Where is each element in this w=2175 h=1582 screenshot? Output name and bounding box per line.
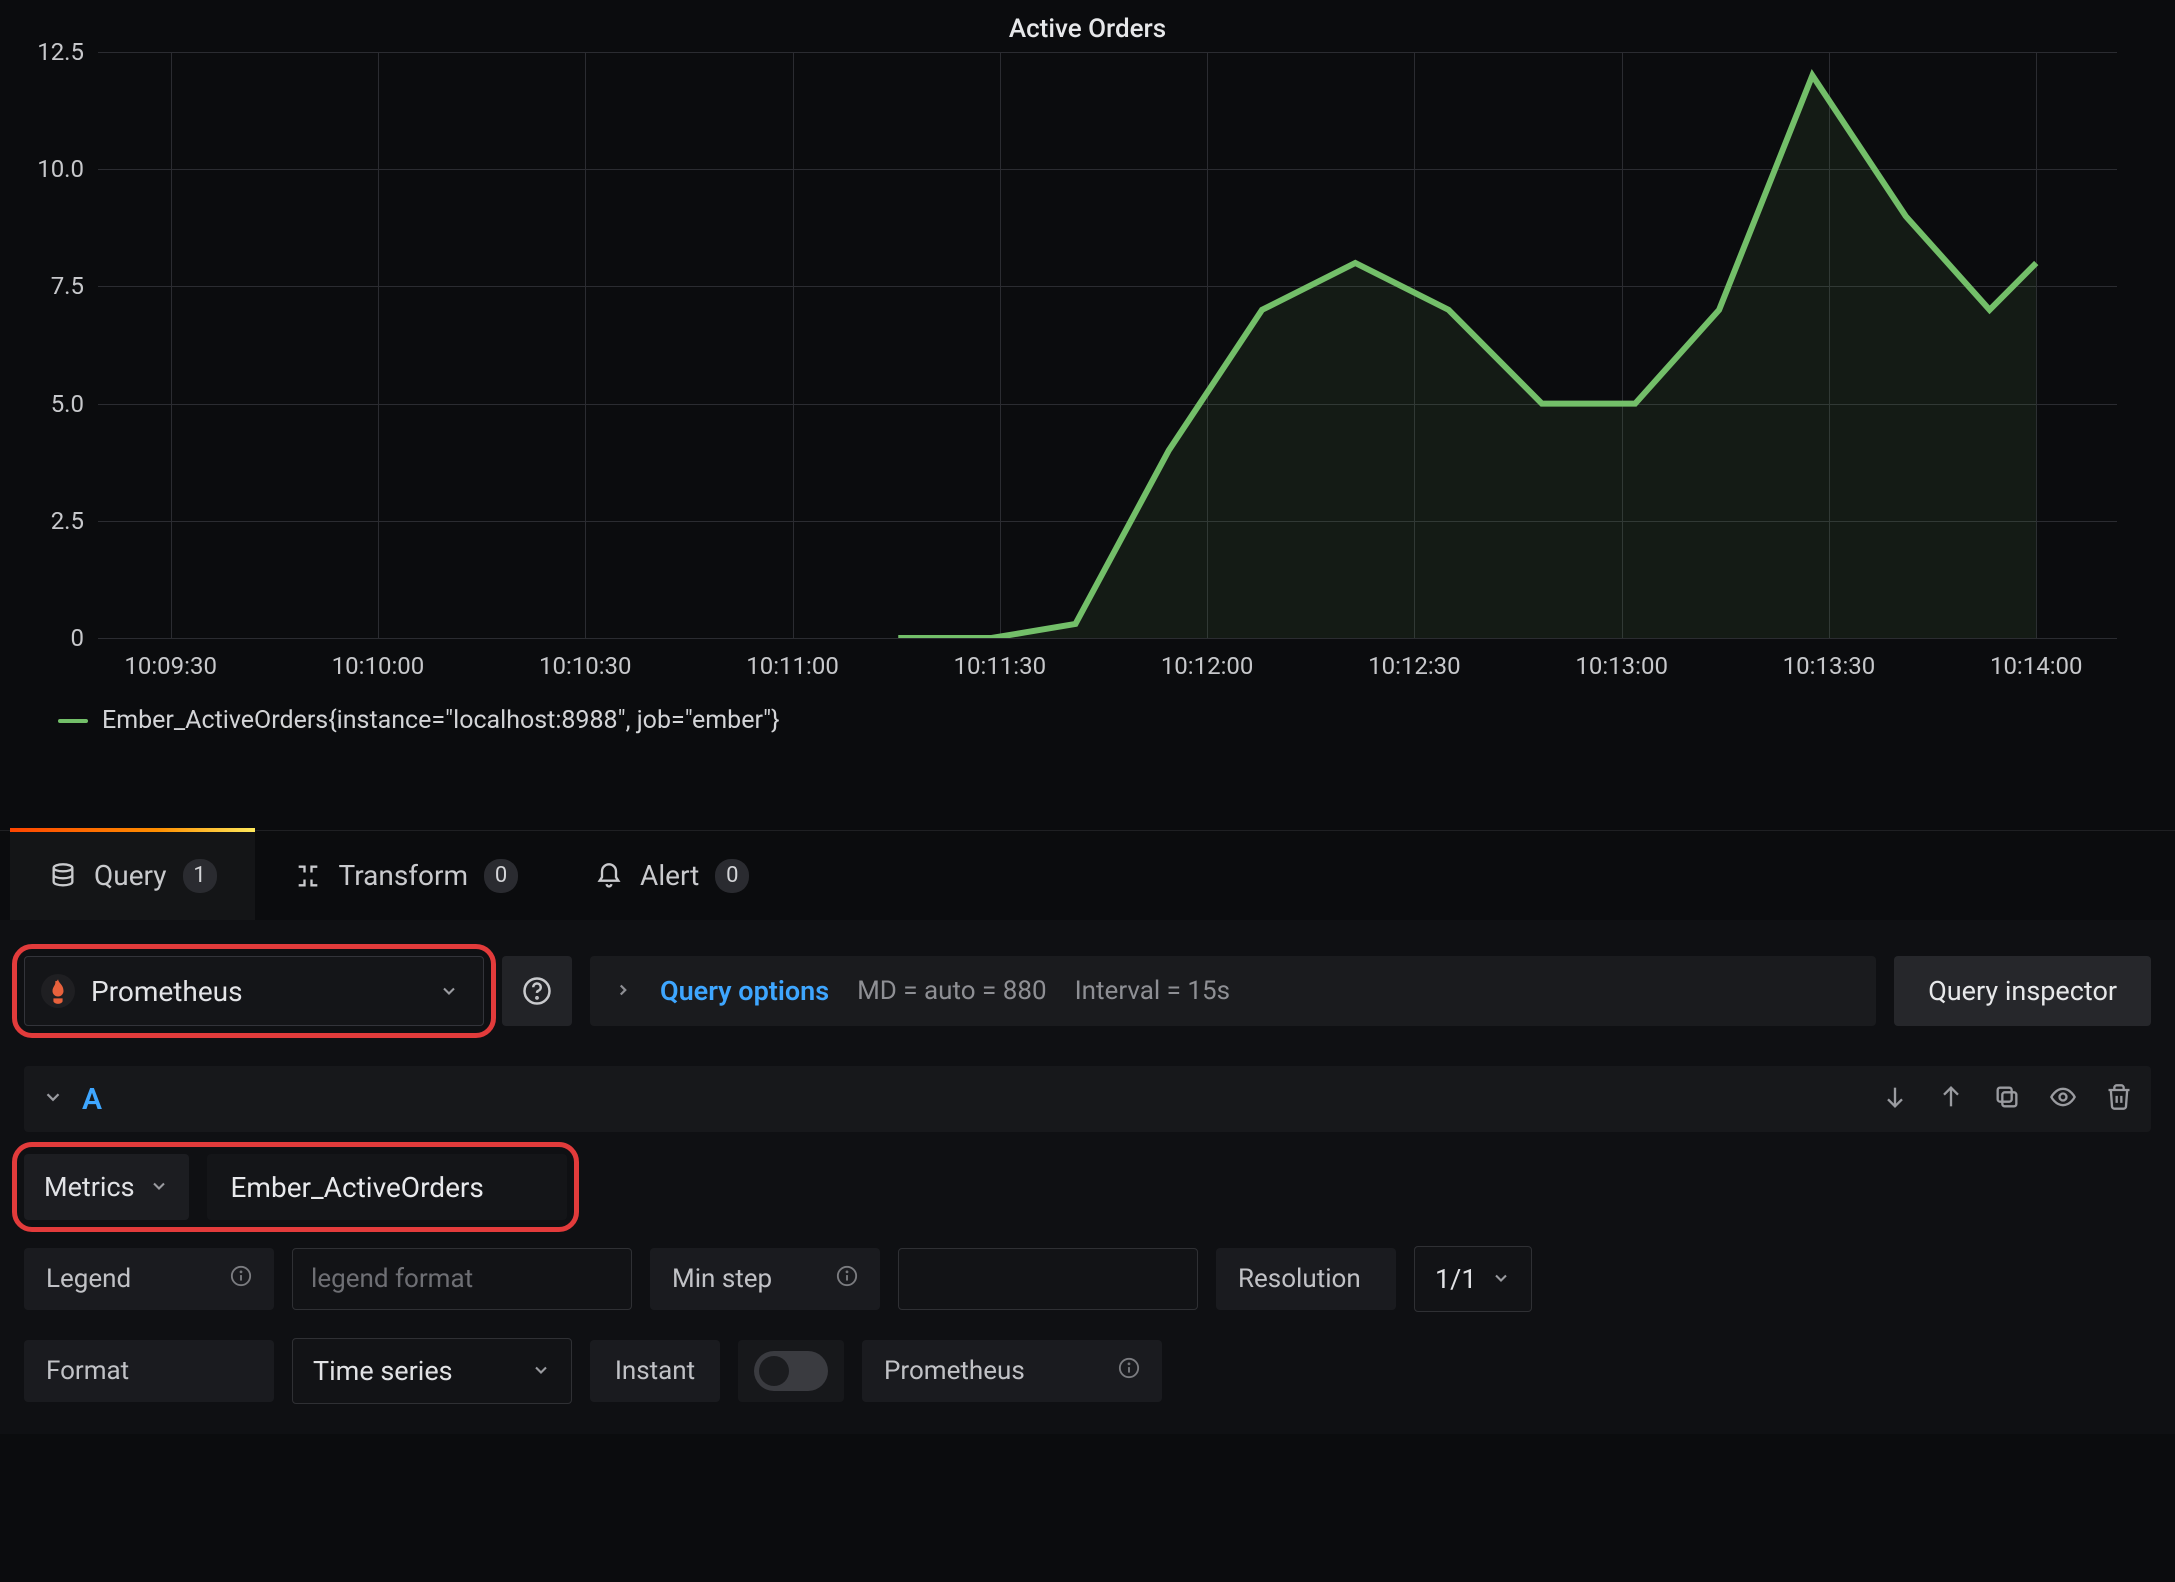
resolution-label: Resolution [1216,1248,1396,1310]
query-row-header[interactable]: A [24,1066,2151,1132]
resolution-select[interactable]: 1/1 [1414,1246,1532,1312]
format-label: Format [24,1340,274,1402]
legend-format-placeholder: legend format [311,1264,473,1294]
move-down-icon[interactable] [1881,1083,1909,1115]
legend-text: Ember_ActiveOrders{instance="localhost:8… [102,706,780,735]
datasource-name: Prometheus [91,975,243,1008]
query-options-md: MD = auto = 880 [857,976,1047,1006]
delete-icon[interactable] [2105,1083,2133,1115]
metrics-mode-label: Metrics [44,1171,135,1203]
chart-plot-area[interactable]: 02.55.07.510.012.510:09:3010:10:0010:10:… [98,52,2117,639]
tab-query[interactable]: Query 1 [10,831,255,920]
query-options-label: Query options [660,975,829,1007]
duplicate-icon[interactable] [1993,1083,2021,1115]
resolution-value: 1/1 [1435,1263,1477,1295]
y-tick: 5.0 [51,390,84,418]
info-icon[interactable] [836,1264,858,1294]
minstep-input[interactable] [898,1248,1198,1310]
x-tick: 10:14:00 [1990,652,2083,680]
editor-tabs: Query 1 Transform 0 Alert 0 [0,830,2175,920]
x-tick: 10:11:30 [954,652,1047,680]
format-value: Time series [313,1355,453,1387]
tab-query-count: 1 [183,859,217,893]
x-tick: 10:11:00 [746,652,839,680]
query-inspector-label: Query inspector [1928,975,2117,1007]
x-tick: 10:12:30 [1368,652,1461,680]
prometheus-label: Prometheus [862,1340,1162,1402]
x-tick: 10:12:00 [1161,652,1254,680]
instant-toggle-wrap [738,1340,844,1402]
format-select[interactable]: Time series [292,1338,572,1404]
datasource-picker[interactable]: Prometheus [24,956,484,1026]
chevron-down-icon [149,1171,169,1203]
x-tick: 10:10:30 [539,652,632,680]
prometheus-icon [41,974,75,1008]
minstep-label: Min step [650,1248,880,1310]
datasource-help-button[interactable] [502,956,572,1026]
info-icon[interactable] [230,1264,252,1294]
query-inspector-button[interactable]: Query inspector [1894,956,2151,1026]
y-tick: 2.5 [51,507,84,535]
metrics-mode-select[interactable]: Metrics [24,1154,189,1220]
metric-value: Ember_ActiveOrders [231,1171,484,1204]
y-tick: 12.5 [37,38,84,66]
tab-transform[interactable]: Transform 0 [255,831,557,920]
toggle-visibility-icon[interactable] [2049,1083,2077,1115]
chevron-down-icon [1491,1263,1511,1295]
legend-format-input[interactable]: legend format [292,1248,632,1310]
database-icon [48,861,78,891]
x-tick: 10:13:30 [1783,652,1876,680]
tab-alert[interactable]: Alert 0 [556,831,787,920]
tab-alert-count: 0 [715,859,749,893]
chevron-down-icon [439,975,459,1008]
chart-legend[interactable]: Ember_ActiveOrders{instance="localhost:8… [18,706,2157,735]
tab-transform-count: 0 [484,859,518,893]
query-options-interval: Interval = 15s [1075,976,1230,1006]
legend-swatch [58,719,88,723]
chevron-down-icon [42,1086,64,1112]
metric-input[interactable]: Ember_ActiveOrders [207,1154,567,1220]
chevron-right-icon [614,976,632,1006]
y-tick: 7.5 [51,272,84,300]
query-ref-id: A [82,1082,102,1117]
tab-transform-label: Transform [339,859,469,892]
chart-panel: Active Orders 02.55.07.510.012.510:09:30… [0,0,2175,830]
query-options-bar[interactable]: Query options MD = auto = 880 Interval =… [590,956,1876,1026]
tab-alert-label: Alert [640,859,699,892]
instant-toggle[interactable] [754,1351,828,1391]
instant-label: Instant [590,1340,720,1402]
info-icon[interactable] [1118,1356,1140,1386]
legend-label: Legend [24,1248,274,1310]
chart-title: Active Orders [18,14,2157,44]
datasource-row: Prometheus Query options MD = auto = 880… [0,920,2175,1066]
move-up-icon[interactable] [1937,1083,1965,1115]
x-tick: 10:09:30 [124,652,217,680]
query-editor: A Metrics Ember_ActiveOrders [0,1066,2175,1434]
tab-query-label: Query [94,859,167,892]
y-tick: 10.0 [37,155,84,183]
transform-icon [293,861,323,891]
y-tick: 0 [71,624,85,652]
bell-icon [594,861,624,891]
x-tick: 10:13:00 [1575,652,1668,680]
x-tick: 10:10:00 [332,652,425,680]
chevron-down-icon [531,1355,551,1387]
